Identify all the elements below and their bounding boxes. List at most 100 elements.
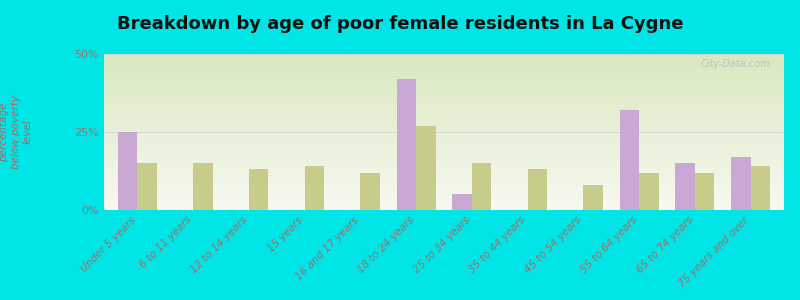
Bar [104, 119, 784, 121]
Bar [249, 169, 269, 210]
Text: percentage
below poverty
level: percentage below poverty level [0, 95, 33, 169]
Bar [104, 79, 784, 80]
Bar [104, 176, 784, 177]
Bar [104, 137, 784, 138]
Bar [104, 106, 784, 107]
Bar [104, 104, 784, 106]
Bar [104, 123, 784, 124]
Bar [104, 140, 784, 141]
Bar [104, 138, 784, 140]
Bar [452, 194, 472, 210]
Bar [193, 163, 213, 210]
Bar [104, 199, 784, 201]
Bar [104, 208, 784, 210]
Bar [104, 163, 784, 165]
Bar [104, 59, 784, 60]
Bar [104, 101, 784, 102]
Bar [104, 132, 784, 134]
Bar [104, 155, 784, 157]
Bar [104, 169, 784, 171]
Bar [104, 135, 784, 137]
Bar [104, 182, 784, 184]
Bar [104, 118, 784, 119]
Bar [104, 134, 784, 135]
Bar [104, 162, 784, 163]
Bar [104, 171, 784, 172]
Bar [104, 73, 784, 74]
Bar [104, 90, 784, 92]
Bar [104, 177, 784, 179]
Bar [675, 163, 695, 210]
Bar [104, 70, 784, 71]
Bar [104, 187, 784, 188]
Bar [104, 190, 784, 191]
Bar [104, 174, 784, 176]
Bar [104, 126, 784, 127]
Bar [104, 157, 784, 158]
Bar [104, 151, 784, 152]
Bar [583, 185, 603, 210]
Bar [104, 76, 784, 77]
Bar [104, 193, 784, 194]
Bar [104, 71, 784, 73]
Bar [397, 79, 416, 210]
Bar [104, 60, 784, 62]
Bar [104, 204, 784, 205]
Bar [104, 107, 784, 109]
Bar [472, 163, 491, 210]
Bar [104, 196, 784, 197]
Bar [104, 65, 784, 67]
Bar [104, 129, 784, 130]
Bar [104, 57, 784, 59]
Bar [104, 145, 784, 146]
Bar [104, 191, 784, 193]
Bar [639, 172, 658, 210]
Bar [619, 110, 639, 210]
Bar [104, 80, 784, 82]
Bar [104, 84, 784, 85]
Bar [104, 201, 784, 202]
Bar [104, 82, 784, 84]
Bar [104, 88, 784, 90]
Bar [104, 96, 784, 98]
Bar [104, 74, 784, 76]
Bar [360, 172, 380, 210]
Bar [104, 56, 784, 57]
Bar [104, 54, 784, 56]
Bar [528, 169, 547, 210]
Bar [104, 67, 784, 68]
Bar [104, 197, 784, 199]
Bar [118, 132, 138, 210]
Bar [104, 168, 784, 170]
Bar [104, 152, 784, 154]
Bar [104, 99, 784, 101]
Bar [104, 184, 784, 185]
Bar [104, 124, 784, 126]
Bar [104, 160, 784, 162]
Bar [104, 143, 784, 145]
Bar [104, 188, 784, 190]
Bar [104, 180, 784, 182]
Bar [104, 158, 784, 160]
Bar [104, 110, 784, 112]
Bar [104, 85, 784, 87]
Bar [104, 149, 784, 151]
Text: Breakdown by age of poor female residents in La Cygne: Breakdown by age of poor female resident… [117, 15, 683, 33]
Bar [104, 127, 784, 129]
Bar [138, 163, 157, 210]
Bar [104, 141, 784, 143]
Bar [104, 194, 784, 196]
Bar [305, 166, 324, 210]
Bar [104, 166, 784, 168]
Bar [104, 77, 784, 79]
Bar [104, 87, 784, 88]
Bar [104, 185, 784, 187]
Bar [104, 63, 784, 65]
Bar [104, 94, 784, 96]
Text: City-Data.com: City-Data.com [701, 59, 770, 69]
Bar [104, 113, 784, 115]
Bar [731, 157, 750, 210]
Bar [104, 112, 784, 113]
Bar [104, 165, 784, 166]
Bar [695, 172, 714, 210]
